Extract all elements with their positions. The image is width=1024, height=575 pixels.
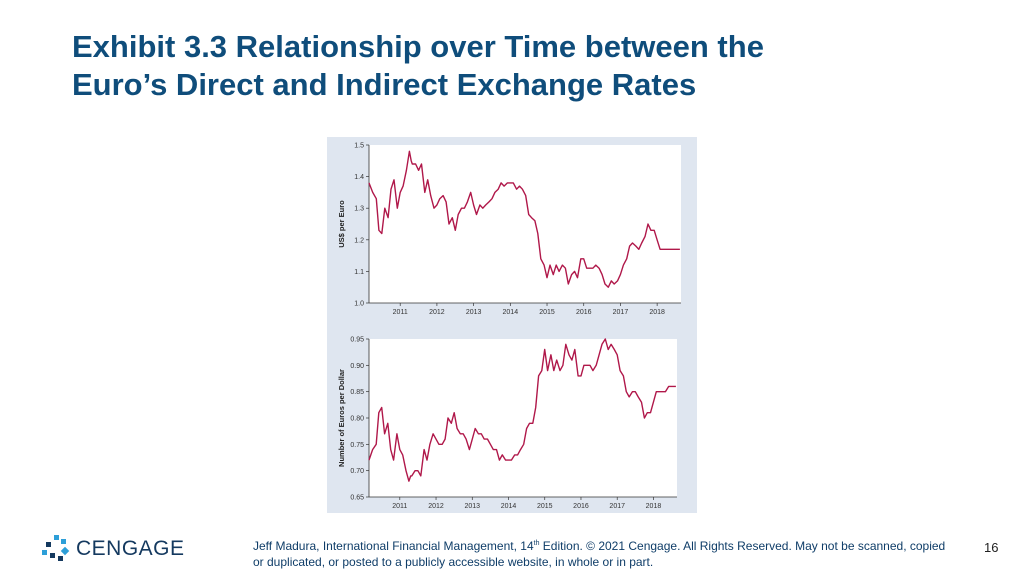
slide-title-line-1: Exhibit 3.3 Relationship over Time betwe…	[72, 29, 764, 64]
chart-1-y-tick-label: 1.0	[354, 301, 364, 308]
cengage-logo: CENGAGE	[40, 532, 190, 566]
page-number: 16	[984, 540, 999, 555]
chart-1-y-tick-label: 1.4	[354, 174, 364, 181]
chart-1-x-tick-label: 2016	[576, 309, 592, 316]
chart-1-y-tick-label: 1.1	[354, 269, 364, 276]
footer-text-part-1: Jeff Madura, International Financial Man…	[253, 539, 534, 553]
chart-2-y-tick-label: 0.75	[350, 442, 364, 449]
footer-superscript: th	[533, 540, 540, 547]
chart-2-y-tick-label: 0.70	[350, 468, 364, 475]
exhibit-charts: 1.0 1.1 1.2 1.3 1.4 1.5 2011 2012 2013 2014 2015 20…	[337, 143, 681, 510]
chart-2-x-tick-label: 2016	[573, 503, 589, 510]
cengage-logo-icon	[42, 535, 70, 561]
chart-2-x-tick-label: 2014	[501, 503, 517, 510]
chart-2-y-tick-label: 0.90	[350, 363, 364, 370]
slide-title-line-2: Euro’s Direct and Indirect Exchange Rate…	[72, 67, 697, 102]
chart-2-x-tick-label: 2017	[609, 503, 625, 510]
slide-title: Exhibit 3.3 Relationship over Time betwe…	[72, 28, 972, 104]
chart-1-x-tick-label: 2014	[503, 309, 519, 316]
chart-2: 0.65 0.70 0.75 0.80 0.85 0.90 0.95 2011 2012 2013…	[337, 337, 677, 510]
chart-1-x-tick-label: 2013	[466, 309, 482, 316]
chart-1-x-tick-label: 2018	[649, 309, 665, 316]
chart-1-y-tick-label: 1.3	[354, 206, 364, 213]
chart-1-x-tick-label: 2015	[539, 309, 555, 316]
chart-2-x-tick-label: 2018	[646, 503, 662, 510]
chart-1-series-line	[368, 150, 680, 288]
chart-1-y-tick-label: 1.2	[354, 237, 364, 244]
chart-2-x-tick-label: 2015	[537, 503, 553, 510]
chart-2-y-tick-label: 0.95	[350, 337, 364, 344]
chart-2-plot-area	[369, 339, 677, 497]
chart-2-y-tick-label: 0.65	[350, 495, 364, 502]
chart-2-x-tick-label: 2011	[392, 503, 407, 510]
chart-1-x-tick-label: 2017	[613, 309, 629, 316]
chart-2-y-axis-label: Number of Euros per Dollar	[337, 369, 346, 467]
chart-1-x-tick-label: 2011	[393, 309, 408, 316]
chart-1-y-tick-label: 1.5	[354, 143, 364, 150]
footer-text-part-2: Edition. © 2021 Cengage. All Rights Rese…	[253, 539, 946, 569]
chart-2-x-tick-label: 2012	[428, 503, 444, 510]
chart-1-y-axis-label: US$ per Euro	[337, 200, 346, 248]
chart-1-plot-area	[369, 145, 681, 303]
chart-2-x-tick-label: 2013	[464, 503, 480, 510]
chart-1-x-tick-label: 2012	[429, 309, 445, 316]
chart-1: 1.0 1.1 1.2 1.3 1.4 1.5 2011 2012 2013 2014 2015 20…	[337, 143, 681, 316]
chart-2-series-line	[368, 338, 676, 482]
exhibit-figure: 1.0 1.1 1.2 1.3 1.4 1.5 2011 2012 2013 2014 2015 20…	[327, 137, 697, 513]
chart-2-y-tick-label: 0.80	[350, 416, 364, 423]
copyright-footer: Jeff Madura, International Financial Man…	[253, 536, 958, 570]
chart-2-y-tick-label: 0.85	[350, 389, 364, 396]
cengage-logo-text: CENGAGE	[76, 537, 185, 560]
